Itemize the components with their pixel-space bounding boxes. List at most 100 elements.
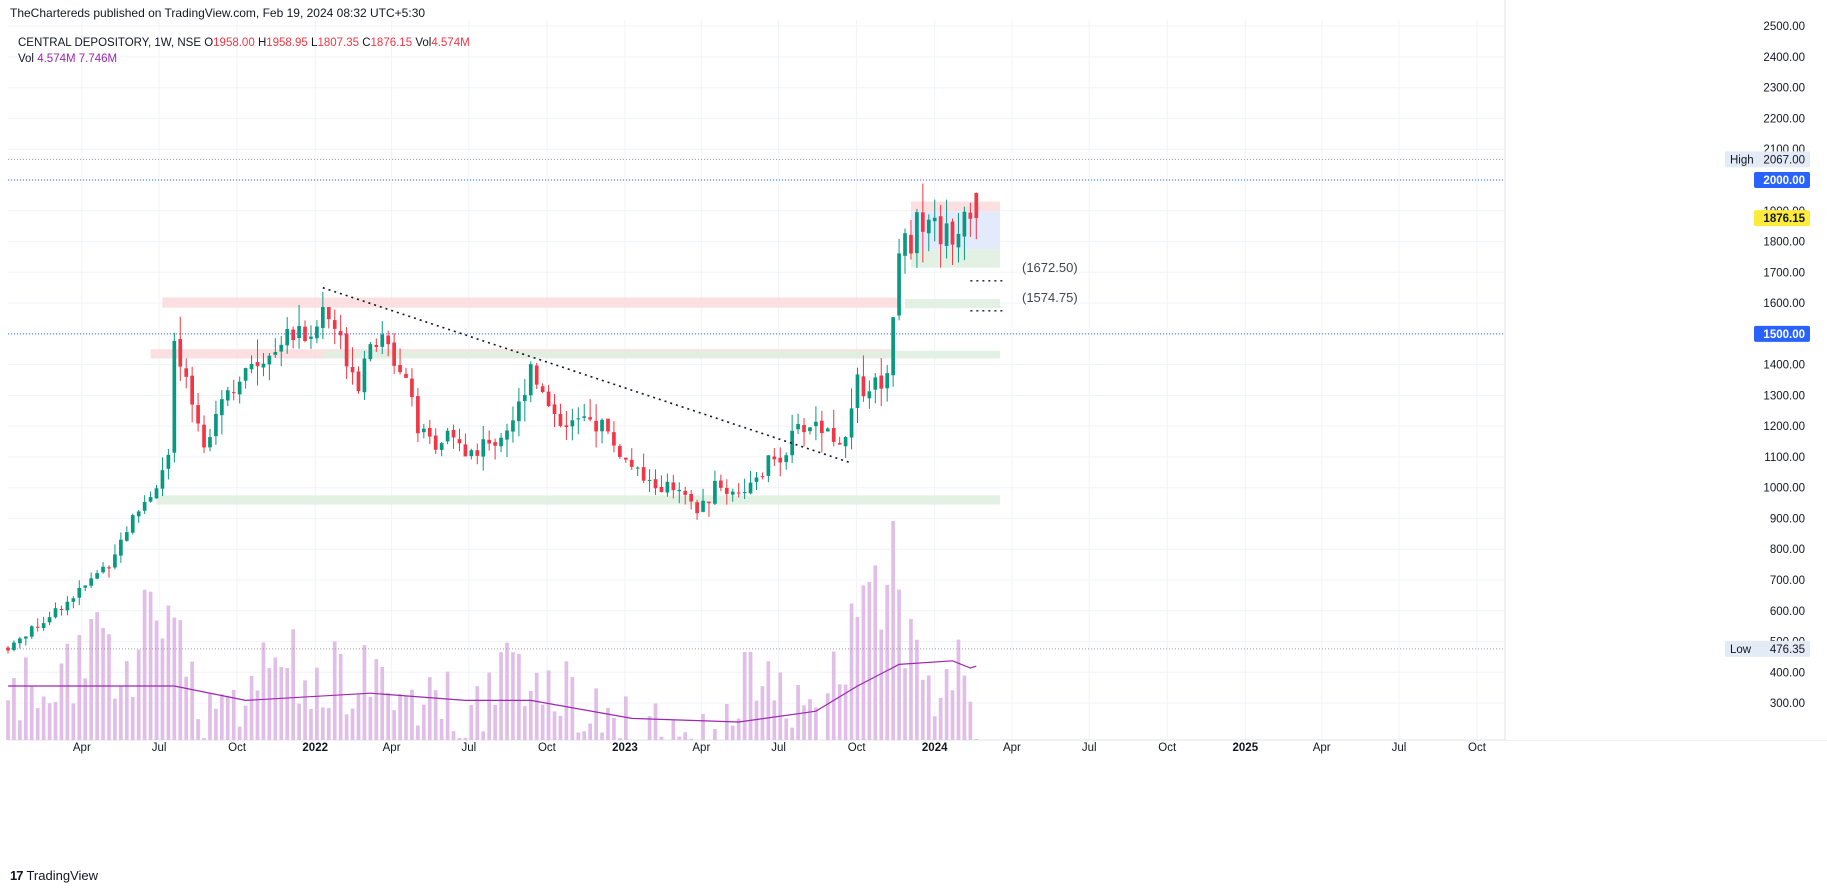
candle-body [540, 386, 545, 392]
candle-body [427, 427, 432, 437]
time-tick-label: Oct [1468, 742, 1487, 754]
candle-body [956, 233, 961, 248]
candle-body [71, 598, 76, 602]
volume-bar [867, 582, 872, 740]
candle-body [802, 425, 806, 433]
volume-indicator-label[interactable]: Vol [18, 53, 34, 65]
candle-body [101, 566, 105, 573]
candle-body [47, 617, 52, 623]
volume-bar [522, 705, 527, 740]
time-tick-label: Oct [538, 742, 557, 754]
volume-bar [808, 699, 812, 740]
candle-body [695, 502, 699, 514]
volume-bar [475, 686, 480, 740]
low-value: 1807.35 [317, 37, 360, 49]
volume-bar [499, 652, 503, 740]
candle-body [344, 333, 349, 367]
volume-bar [784, 718, 789, 740]
time-tick-label: Jul [1392, 742, 1407, 754]
price-tick-label: 300.00 [1770, 698, 1805, 710]
time-tick-label: 2025 [1233, 742, 1259, 754]
symbol-name[interactable]: CENTRAL DEPOSITORY, 1W, NSE [18, 37, 201, 49]
candle-body [505, 430, 509, 440]
volume-bar [89, 619, 94, 740]
candle-body [825, 428, 830, 432]
volume-bar [356, 694, 361, 740]
candle-body [683, 490, 688, 495]
candle-body [754, 477, 759, 482]
volume-bar [427, 677, 432, 740]
price-tick-label: 1400.00 [1763, 360, 1805, 372]
candle-body [83, 585, 88, 588]
price-axis[interactable]: 300.00400.00500.00600.00700.00800.00900.… [1506, 0, 1827, 740]
candle-body [772, 456, 777, 460]
candle-body [154, 488, 159, 499]
time-tick-label: Oct [848, 742, 867, 754]
volume-moving-average [8, 660, 977, 723]
volume-bar [350, 708, 355, 740]
volume-bar [47, 703, 52, 740]
candle-body [12, 642, 16, 650]
ohlc-row: CENTRAL DEPOSITORY, 1W, NSE O1958.00 H19… [18, 35, 470, 51]
tradingview-logo[interactable]: 17 TradingView [10, 868, 98, 883]
zone-support [322, 350, 1001, 359]
candle-body [926, 219, 931, 234]
candle-body [172, 340, 177, 453]
candle-body [237, 381, 242, 395]
time-axis[interactable]: Apr Jul Oct 2022 Apr Jul Oct 2023 Apr Jul Oct 2024 A… [73, 742, 1487, 754]
price-tick-label: 2300.00 [1763, 83, 1805, 95]
candle-body [475, 450, 480, 456]
candle-body [142, 502, 147, 511]
volume-bar [481, 731, 486, 740]
volume-bar [909, 618, 913, 740]
candle-body [618, 446, 622, 457]
candle-body [736, 492, 741, 494]
candle-body [546, 391, 551, 407]
extreme-tag-bg [1725, 151, 1810, 168]
candle-body [261, 363, 266, 368]
candle-body [6, 647, 10, 651]
candle-body [166, 454, 171, 469]
volume-bar [861, 585, 866, 740]
extreme-tag-label: High [1730, 154, 1754, 166]
candle-body [861, 376, 866, 397]
candle-body [410, 378, 414, 398]
candle-body [814, 421, 818, 427]
volume-bar [184, 676, 189, 740]
candle-body [148, 497, 153, 502]
candle-body [915, 212, 919, 254]
volume-bar [35, 708, 40, 740]
volume-bar [974, 739, 979, 740]
zone-resistance [162, 297, 900, 308]
candle-body [778, 457, 783, 463]
volume-bar [938, 697, 943, 740]
volume-bar [136, 649, 141, 740]
candlesticks [6, 183, 979, 654]
volume-bar [903, 668, 907, 740]
volume-bar [380, 666, 385, 740]
axis-markers: 2000.00 1500.00 1876.15 High 2067.00 Low 476.3… [1725, 151, 1810, 657]
volume-bar [279, 667, 284, 740]
volume-bar [321, 707, 325, 740]
candle-body [416, 396, 420, 434]
volume-bar [255, 690, 260, 740]
volume-bar [831, 651, 836, 740]
time-tick-label: Apr [383, 742, 401, 754]
volume-bar [778, 672, 783, 740]
candle-body [362, 358, 367, 393]
volume-bar [885, 584, 890, 740]
price-zones [150, 201, 1001, 505]
price-tick-label: 1300.00 [1763, 390, 1805, 402]
candle-body [439, 443, 444, 450]
candle-body [713, 480, 717, 504]
hline-price-tag: 2000.00 [1763, 175, 1805, 187]
volume-row: Vol 4.574M 7.746M [18, 51, 470, 67]
volume-bar [190, 661, 194, 740]
volume-bar [463, 737, 468, 740]
candle-body [552, 404, 557, 415]
price-tick-label: 1700.00 [1763, 267, 1805, 279]
candle-body [938, 216, 943, 245]
volume-bar [814, 707, 818, 740]
candle-body [220, 399, 224, 416]
